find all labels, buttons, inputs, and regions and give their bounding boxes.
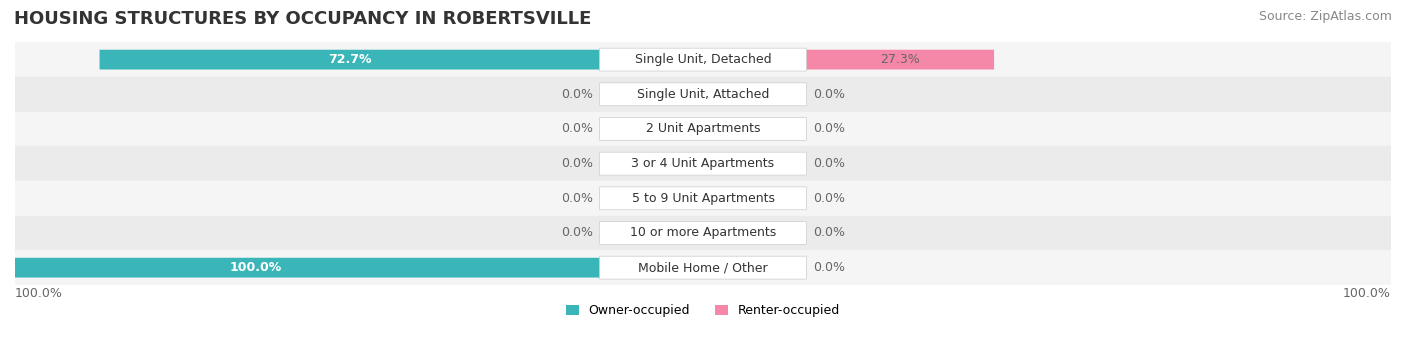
FancyBboxPatch shape — [599, 222, 807, 244]
Text: 3 or 4 Unit Apartments: 3 or 4 Unit Apartments — [631, 157, 775, 170]
Bar — [15, 216, 1391, 250]
Text: 0.0%: 0.0% — [813, 88, 845, 101]
Bar — [15, 146, 1391, 181]
Text: 2 Unit Apartments: 2 Unit Apartments — [645, 122, 761, 135]
Text: 100.0%: 100.0% — [15, 287, 63, 300]
Text: Single Unit, Attached: Single Unit, Attached — [637, 88, 769, 101]
Text: Single Unit, Detached: Single Unit, Detached — [634, 53, 772, 66]
Bar — [15, 250, 1391, 285]
FancyBboxPatch shape — [0, 258, 600, 278]
Legend: Owner-occupied, Renter-occupied: Owner-occupied, Renter-occupied — [561, 299, 845, 323]
Bar — [15, 112, 1391, 146]
Text: 0.0%: 0.0% — [813, 261, 845, 274]
FancyBboxPatch shape — [599, 48, 807, 71]
Text: 100.0%: 100.0% — [229, 261, 283, 274]
Text: 0.0%: 0.0% — [813, 157, 845, 170]
Text: 0.0%: 0.0% — [561, 192, 593, 205]
Text: 0.0%: 0.0% — [813, 192, 845, 205]
FancyBboxPatch shape — [599, 256, 807, 279]
Text: 0.0%: 0.0% — [561, 122, 593, 135]
Text: 0.0%: 0.0% — [561, 226, 593, 239]
FancyBboxPatch shape — [599, 83, 807, 106]
Text: HOUSING STRUCTURES BY OCCUPANCY IN ROBERTSVILLE: HOUSING STRUCTURES BY OCCUPANCY IN ROBER… — [14, 10, 592, 28]
Text: Source: ZipAtlas.com: Source: ZipAtlas.com — [1258, 10, 1392, 23]
Bar — [15, 181, 1391, 216]
Bar — [15, 77, 1391, 112]
Text: 27.3%: 27.3% — [880, 53, 920, 66]
Text: 72.7%: 72.7% — [328, 53, 371, 66]
Text: 100.0%: 100.0% — [1343, 287, 1391, 300]
FancyBboxPatch shape — [599, 118, 807, 140]
Text: Mobile Home / Other: Mobile Home / Other — [638, 261, 768, 274]
FancyBboxPatch shape — [100, 50, 600, 70]
FancyBboxPatch shape — [599, 187, 807, 210]
FancyBboxPatch shape — [599, 152, 807, 175]
Text: 5 to 9 Unit Apartments: 5 to 9 Unit Apartments — [631, 192, 775, 205]
FancyBboxPatch shape — [806, 50, 994, 70]
Text: 0.0%: 0.0% — [813, 226, 845, 239]
Text: 10 or more Apartments: 10 or more Apartments — [630, 226, 776, 239]
Text: 0.0%: 0.0% — [561, 157, 593, 170]
Bar — [15, 42, 1391, 77]
Text: 0.0%: 0.0% — [561, 88, 593, 101]
Text: 0.0%: 0.0% — [813, 122, 845, 135]
